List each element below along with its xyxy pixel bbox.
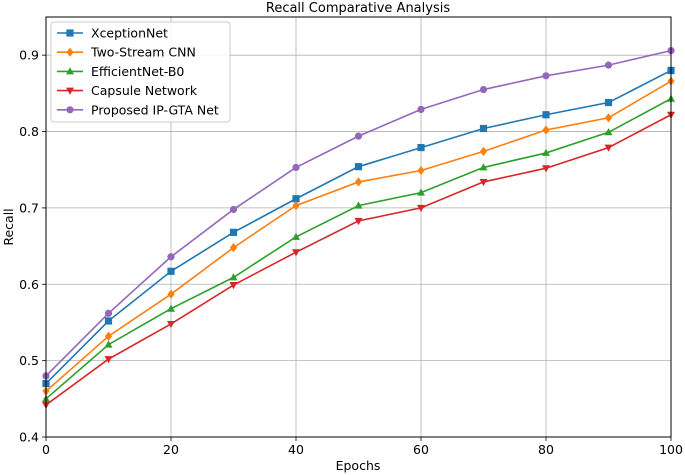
data-point: [604, 98, 613, 107]
y-tick-label: 0.4: [19, 430, 39, 445]
y-tick-label: 0.5: [19, 353, 39, 368]
data-point: [229, 205, 238, 214]
x-tick-label: 100: [659, 442, 683, 457]
data-point: [604, 144, 613, 152]
data-point: [542, 165, 550, 173]
data-point: [604, 61, 613, 69]
data-point: [354, 177, 363, 187]
data-point: [229, 273, 238, 281]
series-line: [45, 114, 672, 406]
data-point: [292, 163, 300, 172]
legend-label: Capsule Network: [91, 83, 198, 98]
x-tick-label: 20: [163, 442, 179, 457]
data-point: [104, 340, 113, 348]
y-axis-label: Recall: [1, 208, 16, 245]
x-tick-label: 40: [288, 442, 304, 457]
legend-item-2: EfficientNet-B0: [57, 64, 184, 79]
data-point: [167, 289, 175, 299]
data-point: [104, 331, 113, 341]
data-point: [604, 128, 613, 136]
data-point: [417, 188, 425, 196]
data-point: [167, 320, 175, 329]
data-point: [542, 148, 550, 156]
data-point: [292, 195, 300, 203]
data-point: [104, 317, 113, 325]
data-point: [292, 232, 300, 240]
data-point: [417, 165, 425, 176]
x-tick-label: 60: [413, 442, 429, 457]
legend-marker: [66, 67, 74, 75]
x-axis-label: Epochs: [336, 458, 381, 473]
y-tick-label: 0.8: [19, 124, 39, 139]
data-point: [229, 228, 238, 236]
series-4: [42, 47, 675, 380]
data-point: [104, 356, 113, 364]
legend-label: EfficientNet-B0: [91, 64, 184, 79]
data-point: [417, 105, 425, 113]
data-point: [417, 143, 425, 152]
legend-label: XceptionNet: [91, 26, 168, 41]
data-point: [417, 204, 425, 213]
data-point: [167, 267, 175, 275]
data-point: [542, 111, 550, 119]
data-point: [479, 163, 488, 171]
y-tick-label: 0.9: [19, 48, 39, 63]
y-tick-label: 0.6: [19, 277, 39, 292]
data-point: [292, 201, 300, 211]
data-point: [104, 309, 113, 317]
series-1: [42, 76, 675, 396]
data-point: [229, 282, 238, 290]
legend-marker: [66, 87, 74, 95]
legend: XceptionNet Two-Stream CNN EfficientNet-B0…: [50, 21, 231, 123]
data-point: [479, 146, 488, 156]
chart-title: Recall Comparative Analysis: [266, 1, 450, 16]
data-point: [167, 304, 175, 312]
series-line: [45, 80, 672, 392]
data-point: [479, 178, 488, 187]
legend-marker: [66, 106, 74, 114]
legend-marker: [66, 29, 74, 37]
data-point: [479, 124, 488, 133]
data-point: [167, 253, 175, 261]
axis-ticks: 0 20 40 60 80 100 0.4 0.5 0.6 0.7 0.8 0.9: [19, 48, 683, 457]
data-point: [542, 125, 550, 135]
legend-box: [50, 21, 231, 123]
legend-item-1: Two-Stream CNN: [57, 45, 196, 60]
legend-item-0: XceptionNet: [57, 26, 168, 41]
series-2: [42, 94, 675, 402]
series-layer: [42, 47, 675, 410]
data-point: [292, 249, 300, 257]
data-point: [354, 217, 363, 226]
legend-marker: [66, 47, 74, 57]
legend-item-3: Capsule Network: [57, 83, 198, 98]
series-line: [45, 98, 672, 400]
plot-frame: [45, 16, 672, 438]
data-point: [229, 243, 238, 253]
data-point: [354, 201, 363, 209]
legend-item-4: Proposed IP-GTA Net: [57, 102, 219, 117]
data-point: [354, 132, 363, 140]
data-point: [604, 113, 613, 123]
data-point: [479, 85, 488, 94]
data-point: [354, 163, 363, 171]
series-3: [42, 111, 675, 410]
data-point: [542, 72, 550, 80]
x-tick-label: 80: [538, 442, 554, 457]
y-tick-label: 0.7: [19, 200, 39, 215]
legend-label: Proposed IP-GTA Net: [91, 102, 219, 117]
legend-label: Two-Stream CNN: [90, 45, 196, 60]
x-tick-label: 0: [42, 442, 50, 457]
